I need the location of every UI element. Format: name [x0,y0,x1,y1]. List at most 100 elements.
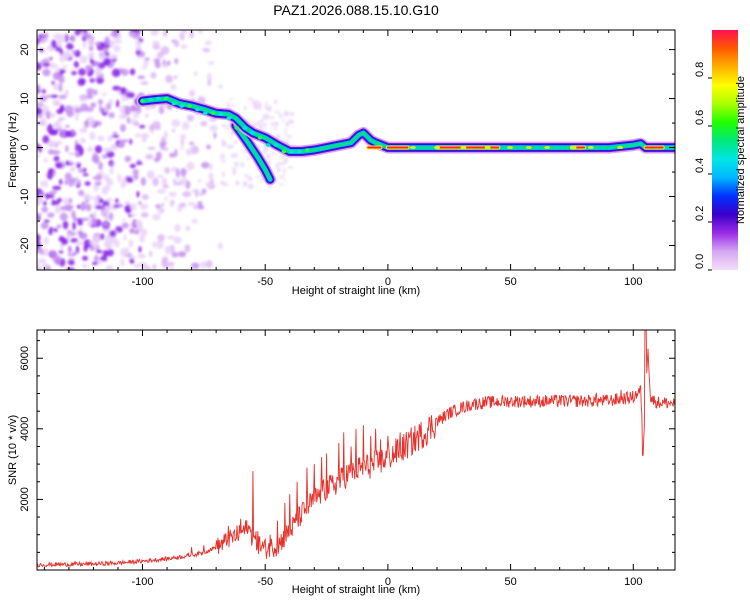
noise-blob [283,111,290,117]
noise-blob [93,240,98,249]
noise-blob [217,242,223,250]
colorbar-tick-label: 0.8 [694,62,706,77]
noise-blob [38,145,42,153]
colorbar-tick-label: 0.4 [694,158,706,173]
noise-blob [115,226,123,233]
noise-blob [109,167,114,175]
noise-blob [135,161,143,165]
noise-blob [45,194,55,199]
noise-blob [93,195,100,205]
noise-blob [65,130,73,138]
noise-blob [274,99,278,105]
noise-blob [130,30,138,33]
noise-blob [58,235,65,243]
noise-blob [287,134,292,139]
colorbar: 0.0 0.2 0.4 0.6 0.8 Normalized spectral ampl… [694,30,747,271]
noise-blob [65,124,70,128]
noise-blob [89,78,95,83]
noise-blob [256,121,260,126]
noise-blob [109,39,115,48]
noise-blob [140,177,147,186]
noise-blob [200,261,208,269]
noise-blob [58,83,63,92]
ridge-blob [210,111,216,116]
noise-blob [278,114,284,118]
noise-blob [159,141,166,149]
noise-blob [157,234,165,242]
noise-blob [59,53,65,63]
noise-blob [75,143,82,153]
snr-panel: -100 -50 0 50 100 2000 4000 6000 Height of stra… [7,329,676,596]
ridge-blob [171,101,177,106]
noise-blob [230,97,233,101]
noise-blob [232,167,237,170]
noise-blob [144,57,151,61]
noise-blob [134,133,142,138]
noise-blob [265,101,268,107]
noise-blob [180,34,185,41]
noise-blob [120,257,125,267]
ridge-blob [570,146,577,150]
noise-blob [82,255,88,261]
noise-blob [111,134,120,138]
noise-blob [102,92,107,97]
noise-blob [115,198,119,204]
noise-blob [137,75,146,80]
noise-blob [140,212,149,218]
noise-blob [53,227,58,233]
noise-blob [76,150,80,157]
ridge-blob [218,112,224,117]
noise-blob [53,155,60,162]
noise-blob [169,267,175,270]
noise-blob [220,124,227,128]
x-tick-label: 0 [385,576,391,588]
noise-blob [262,114,267,119]
noise-blob [71,210,76,219]
noise-blob [180,44,188,49]
noise-blob [129,228,135,234]
noise-blob [51,39,57,49]
noise-blob [70,34,76,43]
noise-blob [69,166,76,172]
noise-blob [233,140,238,144]
noise-blob [43,236,49,245]
noise-blob [121,68,129,76]
colorbar-tick-label: 0.6 [694,110,706,125]
noise-blob [247,157,251,160]
ridge-blob [187,104,193,108]
noise-blob [182,121,190,130]
noise-blob [232,168,237,175]
noise-blob [68,160,73,164]
noise-blob [108,112,115,119]
noise-blob [129,203,137,211]
noise-blob [268,184,272,189]
ridge-main [136,92,675,158]
noise-blob [51,150,61,155]
noise-blob [46,123,54,133]
noise-blob [78,189,85,197]
x-tick-label: 50 [504,276,516,288]
noise-blob [79,151,83,157]
noise-blob [171,129,176,133]
noise-blob [51,129,59,136]
noise-blob [110,30,119,38]
noise-blob [80,103,89,112]
noise-blob [97,99,104,105]
noise-blob [191,218,198,224]
noise-blob [72,221,76,231]
noise-blob [130,105,138,112]
noise-blob [37,107,43,116]
noise-blob [213,132,217,139]
noise-blob [100,233,105,240]
noise-blob [226,125,229,132]
noise-blob [41,262,49,269]
noise-blob [284,128,287,131]
y-tick-label: 10 [19,92,31,104]
noise-blob [37,233,41,243]
noise-blob [248,97,253,101]
noise-blob [95,76,104,85]
noise-blob [179,133,187,140]
noise-blob [113,204,120,208]
noise-blob [147,146,156,150]
